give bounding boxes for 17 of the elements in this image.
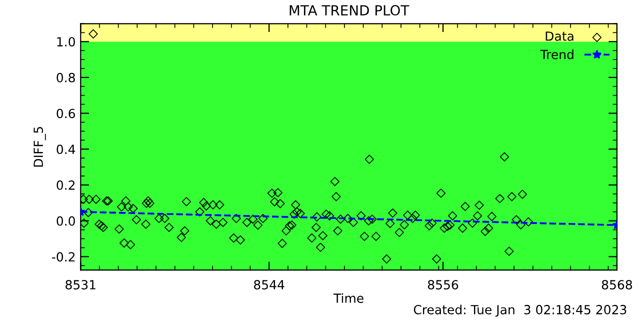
y-axis-title: DIFF_5 <box>34 127 46 167</box>
y-tick-label: 1.0 <box>57 37 75 47</box>
x-tick-label: 8568 <box>602 280 632 290</box>
y-tick-label: 0.4 <box>56 144 76 154</box>
y-tick-label: 0.2 <box>56 180 75 190</box>
x-tick-label: 8544 <box>254 280 284 290</box>
chart-title: MTA TREND PLOT <box>290 5 410 16</box>
legend-label: Data <box>546 32 574 41</box>
text: Created: Tue Jan 3 02:18:45 2023 <box>414 304 626 317</box>
y-tick-label: 0.6 <box>56 108 75 118</box>
x-tick-label: 8556 <box>428 280 458 290</box>
y-tick-label: 0.8 <box>56 72 75 82</box>
y-tick-label: -0.2 <box>52 252 75 262</box>
x-axis-title: Time <box>333 293 364 303</box>
y-tick-label: 0.0 <box>56 216 75 226</box>
x-tick-label: 8531 <box>66 280 96 290</box>
legend-label: Trend <box>540 50 574 60</box>
